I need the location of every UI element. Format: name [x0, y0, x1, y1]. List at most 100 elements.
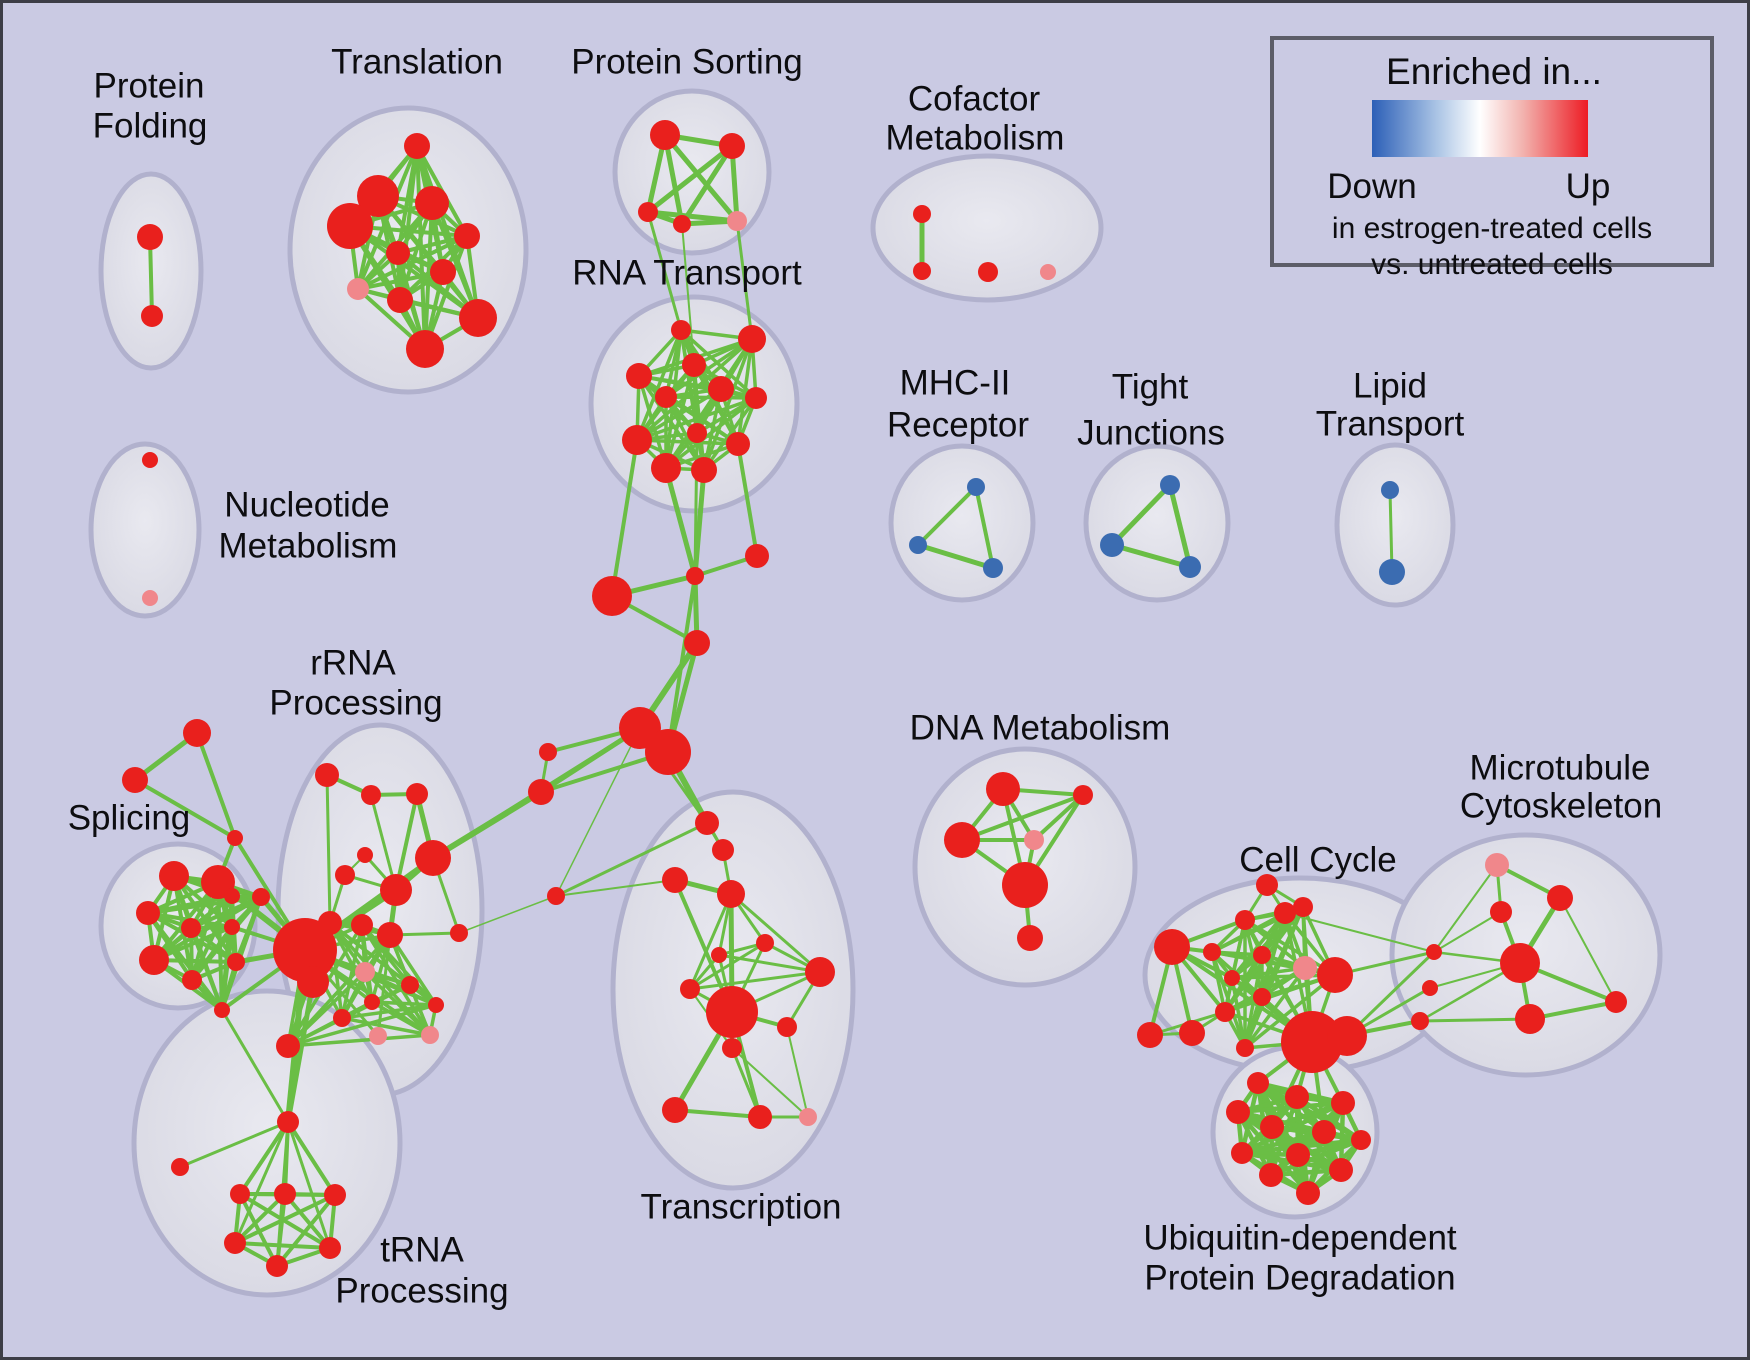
ubiquitin-degradation-label-line-2: Protein Degradation	[1144, 1258, 1455, 1297]
edge-TR11-TR15	[786, 1026, 809, 1118]
cofactor-metabolism-ellipse	[870, 153, 1104, 303]
edge-RT7-RT9	[635, 396, 758, 442]
edge-D2-D4	[1032, 793, 1085, 842]
edge-TD1-TD7	[286, 1120, 332, 1250]
node-CC6	[1253, 946, 1271, 964]
node-R13	[428, 997, 444, 1013]
node-D1	[986, 772, 1020, 806]
node-TRI2	[122, 767, 148, 793]
node-RT3	[682, 353, 706, 377]
tight-junctions-label-line-2: Junctions	[1077, 413, 1225, 452]
node-CC8	[1224, 970, 1240, 986]
node-N1	[142, 452, 158, 468]
node-D5	[1002, 862, 1048, 908]
node-TD7	[319, 1237, 341, 1259]
legend-title: Enriched in...	[1386, 51, 1602, 92]
edge-PS2-PS4	[679, 143, 735, 227]
edge-RT1-RT7	[679, 328, 758, 400]
node-R1	[315, 763, 339, 787]
node-U4	[1226, 1100, 1250, 1124]
edge-RT4-RT12	[637, 374, 706, 472]
edge-TD1-TD2	[178, 1120, 290, 1169]
edge-PS1-PS4	[662, 132, 685, 227]
edge-CC10-CC12	[1243, 973, 1337, 1050]
node-TR2	[712, 839, 734, 861]
edge-T3-T10	[430, 201, 480, 320]
node-R17	[276, 1034, 300, 1058]
protein-sorting-ellipse	[612, 88, 772, 256]
edge-TD4-TD6	[233, 1192, 287, 1245]
edge-R13-R17	[286, 1003, 438, 1048]
edge-RT9-C3	[610, 438, 639, 598]
edge-SP7-SP12	[152, 895, 263, 962]
node-SP8	[182, 970, 202, 990]
edge-RT9-RT10	[635, 438, 740, 446]
edge-TD5-TD8	[275, 1193, 337, 1268]
edge-RT2-RT5	[664, 337, 754, 399]
node-TR15	[799, 1108, 817, 1126]
legend-up-label: Up	[1566, 167, 1611, 206]
edge-PF1-PF2	[148, 235, 154, 318]
node-R14	[450, 924, 468, 942]
node-R9	[351, 914, 373, 936]
node-TD3	[230, 1184, 250, 1204]
edge-R16-R17	[286, 1033, 432, 1048]
edge-TRI1-SP11	[195, 731, 237, 840]
node-SP6	[224, 919, 240, 935]
node-CC10	[1317, 957, 1353, 993]
node-RT9	[622, 425, 652, 455]
node-CF2	[913, 262, 931, 280]
node-S1	[539, 743, 557, 761]
node-MT6	[1605, 991, 1627, 1013]
node-T1	[404, 133, 430, 159]
node-T6	[386, 241, 410, 265]
legend-caption-line1: in estrogen-treated cells	[1332, 212, 1652, 245]
edge-RT8-C1	[693, 431, 699, 578]
edge-CC14-J1	[1345, 950, 1436, 1038]
edge-TR7-TR9	[717, 953, 822, 974]
edge-CC10-CC11	[1223, 973, 1337, 1014]
node-PF2	[141, 305, 163, 327]
transcription-label-line-1: Transcription	[641, 1187, 842, 1226]
legend-down-label: Down	[1327, 167, 1416, 206]
node-SP1	[159, 861, 189, 891]
splicing-label-line-1: Splicing	[68, 798, 191, 837]
node-TR1	[695, 811, 719, 835]
node-J2	[1422, 980, 1438, 996]
edge-R2-R7	[369, 793, 398, 892]
edge-M1-M2	[916, 485, 978, 547]
node-CC2	[1137, 1022, 1163, 1048]
node-L2	[1379, 559, 1405, 585]
node-J1	[1426, 944, 1442, 960]
node-D2	[1073, 785, 1093, 805]
node-CC16	[1256, 874, 1278, 896]
node-T2	[357, 175, 399, 217]
node-U8	[1231, 1142, 1253, 1164]
node-M1	[967, 478, 985, 496]
edge-TD1-TD3	[238, 1120, 290, 1196]
nodes-layer	[122, 120, 1627, 1277]
node-R12	[401, 976, 419, 994]
edge-CC12-CC17	[1243, 905, 1305, 1050]
node-SP10	[214, 1002, 230, 1018]
node-U10	[1259, 1163, 1283, 1187]
edge-SP8-SP12	[190, 895, 263, 982]
edge-R8-R18	[328, 921, 374, 1004]
node-T11	[406, 330, 444, 368]
node-D4	[1024, 830, 1044, 850]
edge-TD5-TD6	[233, 1193, 337, 1245]
trna-processing-label-line-1: tRNA	[380, 1230, 464, 1269]
node-CC5	[1203, 943, 1221, 961]
legend: Enriched in... Down Up in estrogen-treat…	[1270, 36, 1714, 281]
rrna-processing-label-line-1: rRNA	[310, 643, 396, 682]
node-RT5	[655, 386, 677, 408]
node-CC13	[1281, 1011, 1343, 1073]
edge-B1-TR5	[555, 727, 641, 897]
cell-cycle-label-line-1: Cell Cycle	[1239, 840, 1397, 879]
edge-PS4-RT3	[681, 223, 695, 366]
edge-R9-R13	[360, 923, 438, 1007]
node-C1	[686, 567, 704, 585]
node-R4	[357, 847, 373, 863]
